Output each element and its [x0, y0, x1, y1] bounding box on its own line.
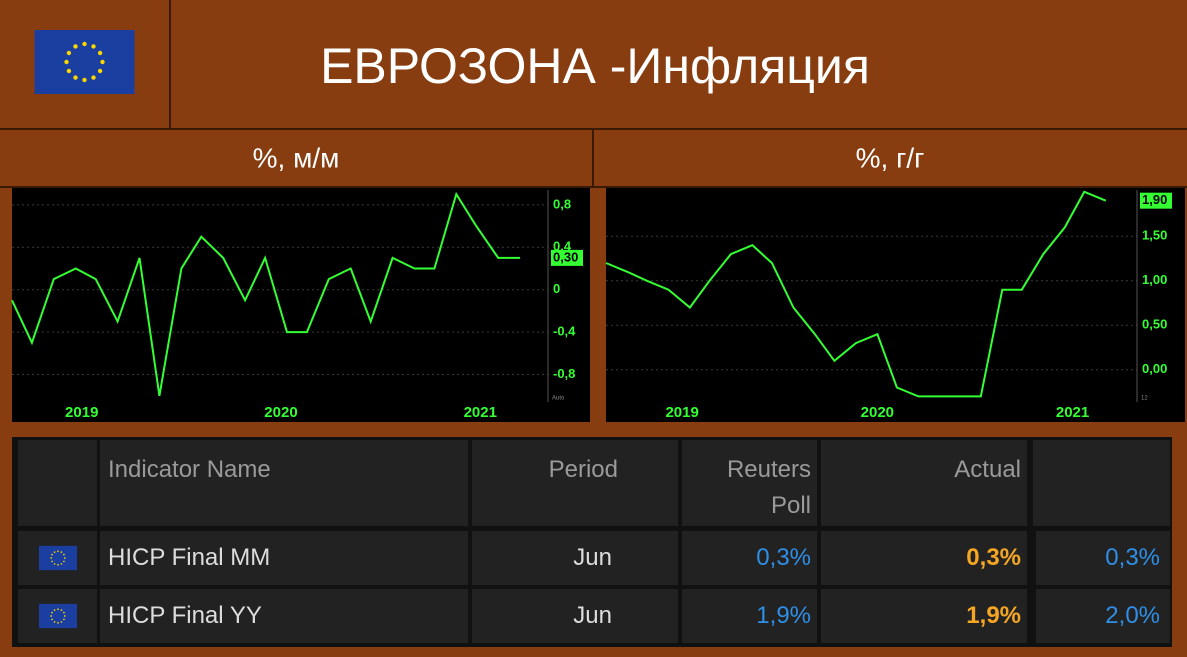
corner-label: 12	[1141, 396, 1148, 402]
header-cell	[1033, 440, 1170, 526]
table-cell: 0,3%	[1036, 531, 1170, 585]
flag-cell	[18, 531, 97, 585]
x-tick-label: 2019	[65, 404, 98, 421]
chart-title: %, г/г	[856, 142, 925, 173]
y-tick-label: -0,8	[553, 366, 575, 381]
value-label-box	[1140, 192, 1172, 209]
table-cell: 2,0%	[1036, 589, 1170, 643]
header-cell: Indicator Name	[100, 440, 468, 526]
chart-title: %, м/м	[253, 142, 340, 173]
eu-flag	[38, 603, 77, 629]
table-cell: HICP Final MM	[100, 531, 468, 585]
y-tick-label: 1,00	[1142, 272, 1167, 287]
x-tick-label: 2021	[1056, 404, 1089, 421]
value-label: 1,90	[1142, 192, 1167, 207]
y-tick-label: 0,8	[553, 196, 571, 211]
line	[605, 190, 1107, 398]
header-cell	[18, 440, 97, 526]
header-cell: Reuters Poll	[682, 440, 817, 526]
y-tick-label: 1,50	[1142, 228, 1167, 243]
y-tick-label: 0,50	[1142, 317, 1167, 332]
table-cell: 0,3%	[821, 531, 1027, 585]
table-cell: Jun	[472, 589, 678, 643]
x-tick-label: 2020	[861, 404, 894, 421]
header-cell: Period	[472, 440, 678, 526]
eu-flag	[34, 30, 135, 94]
chart-panel	[12, 188, 590, 422]
corner-label: Auto	[552, 396, 565, 402]
table-cell: Jun	[472, 531, 678, 585]
table-cell: HICP Final YY	[100, 589, 468, 643]
page-title: ЕВРОЗОНА -Инфляция	[320, 38, 870, 94]
y-tick-label: -0,4	[553, 324, 576, 339]
table-cell: 1,9%	[682, 589, 817, 643]
value-label: 0,30	[553, 249, 578, 264]
value-label-box	[551, 249, 583, 266]
table-cell: 1,9%	[821, 589, 1027, 643]
table-cell: 0,3%	[682, 531, 817, 585]
x-tick-label: 2021	[464, 404, 497, 421]
header-cell: Actual	[821, 440, 1027, 526]
eu-flag	[38, 545, 77, 571]
y-tick-label: 0	[553, 281, 560, 296]
line	[11, 191, 521, 396]
x-tick-label: 2020	[264, 404, 297, 421]
flag-cell	[18, 589, 97, 643]
x-tick-label: 2019	[665, 404, 698, 421]
y-tick-label: 0,00	[1142, 361, 1167, 376]
